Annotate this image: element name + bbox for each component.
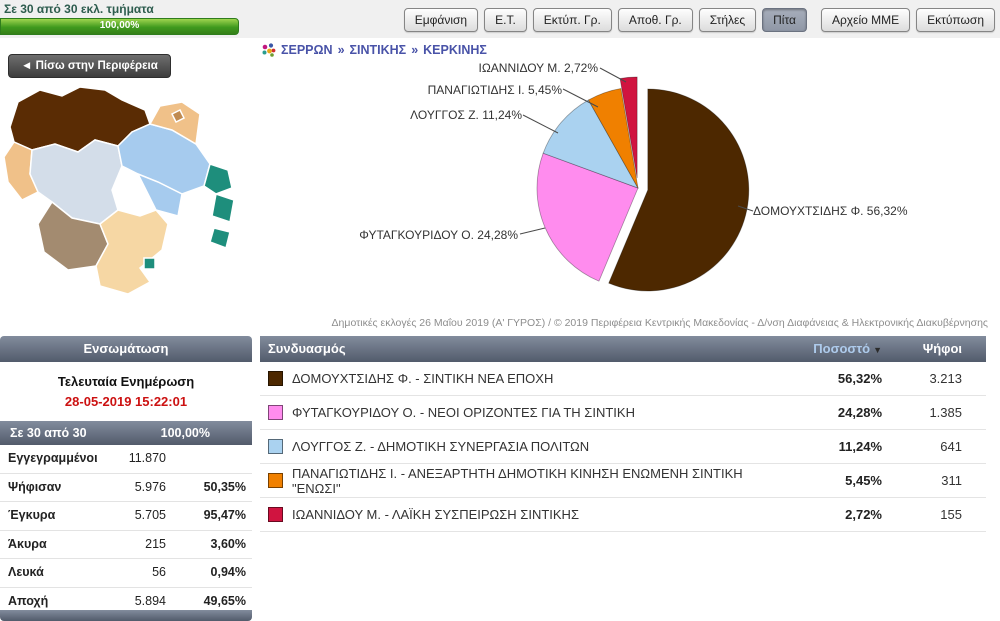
party-color-swatch bbox=[268, 371, 283, 386]
print-quick-button[interactable]: Εκτύπ. Γρ. bbox=[532, 8, 612, 32]
map-region[interactable] bbox=[136, 172, 183, 217]
turnout-stats: Εγγεγραμμένοι 11.870 Ψήφισαν 5.976 50,35… bbox=[0, 445, 252, 616]
breadcrumb-sintikis[interactable]: ΣΙΝΤΙΚΗΣ bbox=[349, 43, 407, 57]
pie-label-fytagouridou: ΦΥΤΑΓΚΟΥΡΙΔΟΥ Ο. 24,28% bbox=[359, 228, 518, 242]
pie-slice-4[interactable] bbox=[587, 87, 639, 189]
result-row-1[interactable]: ΔΟΜΟΥΧΤΣΙΔΗΣ Φ. - ΣΙΝΤΙΚΗ ΝΕΑ ΕΠΟΧΗ 56,3… bbox=[260, 362, 986, 396]
toolbar-buttons: Εμφάνιση Ε.Τ. Εκτύπ. Γρ. Αποθ. Γρ. Στήλε… bbox=[403, 8, 995, 32]
breadcrumb: ΣΕΡΡΩΝ » ΣΙΝΤΙΚΗΣ » ΚΕΡΚΙΝΗΣ bbox=[260, 42, 487, 58]
columns-button[interactable]: Στήλες bbox=[698, 8, 757, 32]
party-votes: 3.213 bbox=[929, 371, 962, 386]
print-button[interactable]: Εκτύπωση bbox=[916, 8, 995, 32]
election-caption: Δημοτικές εκλογές 26 Μαΐου 2019 (Α' ΓΥΡΟ… bbox=[331, 317, 988, 329]
column-header-party[interactable]: Συνδυασμός bbox=[268, 341, 346, 356]
last-update-value: 28-05-2019 15:22:01 bbox=[64, 394, 188, 409]
stat-row-invalid: Άκυρα 215 3,60% bbox=[0, 531, 252, 559]
last-update-label: Τελευταία Ενημέρωση bbox=[57, 374, 195, 389]
result-row-2[interactable]: ΦΥΤΑΓΚΟΥΡΙΔΟΥ Ο. - ΝΕΟΙ ΟΡΙΖΟΝΤΕΣ ΓΙΑ ΤΗ… bbox=[260, 396, 986, 430]
party-percent: 24,28% bbox=[837, 405, 882, 420]
party-name: ΙΩΑΝΝΙΔΟΥ Μ. - ΛΑΪΚΗ ΣΥΣΠΕΙΡΩΣΗ ΣΙΝΤΙΚΗΣ bbox=[292, 507, 579, 522]
party-votes: 641 bbox=[940, 439, 962, 454]
result-row-3[interactable]: ΛΟΥΓΓΟΣ Ζ. - ΔΗΜΟΤΙΚΗ ΣΥΝΕΡΓΑΣΙΑ ΠΟΛΙΤΩΝ… bbox=[260, 430, 986, 464]
media-archive-button[interactable]: Αρχείο ΜΜΕ bbox=[820, 8, 911, 32]
pie-label-ioannidou: ΙΩΑΝΝΙΔΟΥ Μ. 2,72% bbox=[478, 61, 599, 75]
results-table-header: Συνδυασμός Ποσοστό ▼ Ψήφοι bbox=[260, 336, 986, 362]
panel-precincts: Σε 30 από 30 bbox=[10, 426, 87, 440]
stat-row-valid: Έγκυρα 5.705 95,47% bbox=[0, 502, 252, 531]
party-name: ΦΥΤΑΓΚΟΥΡΙΔΟΥ Ο. - ΝΕΟΙ ΟΡΙΖΟΝΤΕΣ ΓΙΑ ΤΗ… bbox=[292, 405, 635, 420]
party-percent: 5,45% bbox=[845, 473, 882, 488]
map-region[interactable] bbox=[170, 108, 186, 124]
top-toolbar: Σε 30 από 30 εκλ. τμήματα 100,00% Εμφάνι… bbox=[0, 0, 1000, 38]
party-color-swatch bbox=[268, 507, 283, 522]
results-table: Συνδυασμός Ποσοστό ▼ Ψήφοι ΔΟΜΟΥΧΤΣΙΔΗΣ Φ… bbox=[260, 336, 986, 532]
party-votes: 155 bbox=[940, 507, 962, 522]
party-color-swatch bbox=[268, 473, 283, 488]
map-region[interactable] bbox=[95, 209, 169, 295]
stat-row-voted: Ψήφισαν 5.976 50,35% bbox=[0, 474, 252, 502]
integration-panel: Ενσωμάτωση Τελευταία Ενημέρωση 28-05-201… bbox=[0, 336, 252, 621]
party-name: ΛΟΥΓΓΟΣ Ζ. - ΔΗΜΟΤΙΚΗ ΣΥΝΕΡΓΑΣΙΑ ΠΟΛΙΤΩΝ bbox=[292, 439, 590, 454]
precincts-label: Σε 30 από 30 εκλ. τμήματα bbox=[4, 2, 154, 16]
pie-view-button[interactable]: Πίτα bbox=[762, 8, 807, 32]
breadcrumb-separator: » bbox=[411, 43, 419, 57]
party-color-swatch bbox=[268, 439, 283, 454]
map-region[interactable] bbox=[209, 227, 231, 249]
map-region[interactable] bbox=[148, 101, 201, 146]
panel-footer bbox=[0, 610, 252, 621]
pie-slice-2[interactable] bbox=[536, 152, 639, 282]
et-button[interactable]: Ε.Τ. bbox=[484, 8, 527, 32]
pie-slice-1[interactable] bbox=[608, 88, 750, 292]
map-region[interactable] bbox=[211, 193, 235, 223]
integration-panel-title: Ενσωμάτωση bbox=[0, 336, 252, 362]
party-percent: 11,24% bbox=[838, 439, 882, 454]
back-to-region-button[interactable]: ◄ Πίσω στην Περιφέρεια bbox=[8, 54, 171, 78]
progress-bar: 100,00% bbox=[0, 18, 239, 35]
stat-row-blank: Λευκά 56 0,94% bbox=[0, 559, 252, 588]
breadcrumb-serron[interactable]: ΣΕΡΡΩΝ bbox=[281, 43, 333, 57]
party-percent: 56,32% bbox=[837, 371, 882, 386]
pie-leader-lines bbox=[519, 67, 754, 235]
progress-percent: 100,00% bbox=[99, 20, 140, 31]
result-row-5[interactable]: ΙΩΑΝΝΙΔΟΥ Μ. - ΛΑΪΚΗ ΣΥΣΠΕΙΡΩΣΗ ΣΙΝΤΙΚΗΣ… bbox=[260, 498, 986, 532]
result-row-4[interactable]: ΠΑΝΑΓΙΩΤΙΔΗΣ Ι. - ΑΝΕΞΑΡΤΗΤΗ ΔΗΜΟΤΙΚΗ ΚΙ… bbox=[260, 464, 986, 498]
stat-row-abstention: Αποχή 5.894 49,65% bbox=[0, 588, 252, 616]
breadcrumb-kerkinis[interactable]: ΚΕΡΚΙΝΗΣ bbox=[423, 43, 487, 57]
stat-row-registered: Εγγεγραμμένοι 11.870 bbox=[0, 445, 252, 474]
save-quick-button[interactable]: Αποθ. Γρ. bbox=[617, 8, 693, 32]
party-votes: 1.385 bbox=[929, 405, 962, 420]
party-votes: 311 bbox=[941, 473, 962, 488]
panel-percent: 100,00% bbox=[160, 426, 210, 440]
pie-label-panagiotidis: ΠΑΝΑΓΙΩΤΙΔΗΣ Ι. 5,45% bbox=[427, 83, 562, 97]
column-header-percent[interactable]: Ποσοστό ▼ bbox=[813, 341, 882, 356]
pie-slice-3[interactable] bbox=[542, 99, 639, 189]
breadcrumb-separator: » bbox=[337, 43, 345, 57]
region-logo-icon bbox=[262, 43, 276, 57]
pie-chart bbox=[519, 67, 754, 292]
party-percent: 2,72% bbox=[845, 507, 882, 522]
panel-progress-line: Σε 30 από 30 100,00% bbox=[0, 421, 252, 445]
party-color-swatch bbox=[268, 405, 283, 420]
party-name: ΠΑΝΑΓΙΩΤΙΔΗΣ Ι. - ΑΝΕΞΑΡΤΗΤΗ ΔΗΜΟΤΙΚΗ ΚΙ… bbox=[292, 465, 743, 496]
party-name: ΔΟΜΟΥΧΤΣΙΔΗΣ Φ. - ΣΙΝΤΙΚΗ ΝΕΑ ΕΠΟΧΗ bbox=[292, 371, 554, 386]
pie-label-louggos: ΛΟΥΓΓΟΣ Ζ. 11,24% bbox=[410, 108, 522, 122]
column-header-votes[interactable]: Ψήφοι bbox=[922, 341, 962, 356]
sort-desc-icon: ▼ bbox=[873, 345, 882, 355]
region-map[interactable] bbox=[0, 82, 250, 307]
map-region[interactable] bbox=[29, 139, 123, 225]
map-region[interactable] bbox=[203, 163, 233, 195]
map-region[interactable] bbox=[143, 257, 156, 270]
pie-label-domouxtsidis: ΔΟΜΟΥΧΤΣΙΔΗΣ Φ. 56,32% bbox=[753, 204, 908, 218]
show-button[interactable]: Εμφάνιση bbox=[403, 8, 479, 32]
